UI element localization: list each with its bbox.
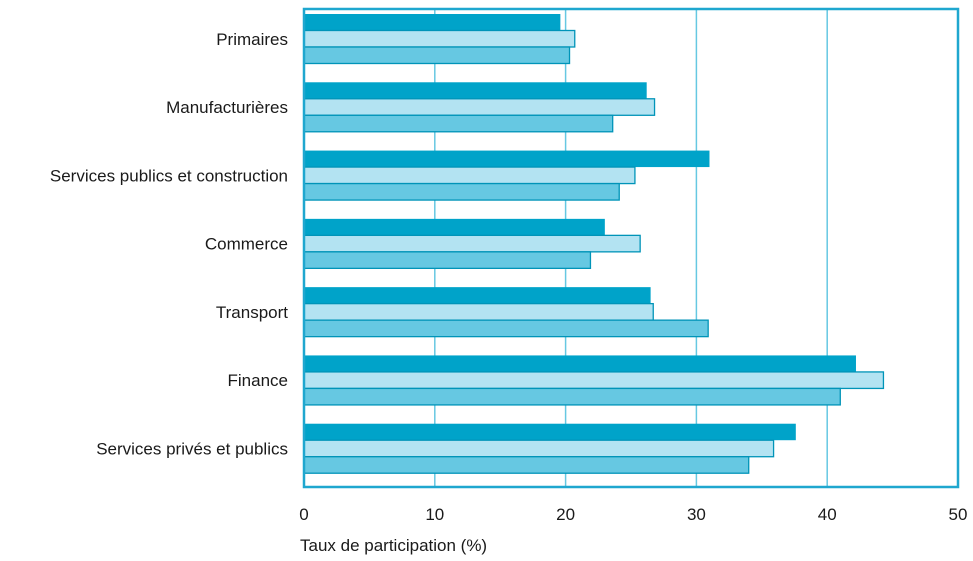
x-tick-labels: 0 10 20 30 40 50 — [299, 505, 967, 524]
bars — [303, 14, 885, 474]
bar-1-series-2 — [303, 29, 576, 48]
category-label: Transport — [216, 303, 288, 322]
category-labels: Primaires Manufacturières Services publics… — [50, 30, 288, 459]
x-tick-label: 40 — [818, 505, 837, 524]
bar-4-series-1 — [304, 218, 605, 236]
category-label: Services privés et publics — [96, 439, 288, 458]
x-tick-label: 50 — [949, 505, 968, 524]
category-label: Primaires — [216, 30, 288, 49]
category-label: Manufacturières — [166, 98, 288, 117]
bar-5-series-3 — [303, 319, 709, 338]
bar-6-series-2 — [303, 371, 885, 390]
bar-3-series-1 — [304, 150, 710, 168]
bar-6-series-3 — [303, 387, 841, 406]
x-tick-label: 0 — [299, 505, 308, 524]
bar-7-series-2 — [303, 439, 775, 458]
bar-2-series-2 — [303, 98, 656, 116]
bar-1-series-1 — [304, 14, 561, 31]
bar-3-series-2 — [303, 166, 636, 185]
x-axis-title: Taux de participation (%) — [300, 536, 487, 555]
plot-frame — [302, 7, 960, 489]
category-label: Finance — [228, 371, 288, 390]
bar-7-series-1 — [304, 423, 796, 441]
bar-1-series-3 — [303, 46, 571, 65]
category-label: Services publics et construction — [50, 166, 288, 185]
bar-5-series-1 — [304, 287, 651, 304]
category-label: Commerce — [205, 235, 288, 254]
bar-4-series-2 — [303, 234, 641, 253]
bar-6-series-1 — [304, 355, 856, 372]
bar-4-series-3 — [303, 251, 592, 270]
x-tick-label: 30 — [687, 505, 706, 524]
bar-3-series-3 — [303, 182, 620, 201]
bar-2-series-1 — [304, 82, 647, 99]
bar-5-series-2 — [303, 302, 654, 321]
bar-7-series-3 — [303, 456, 750, 474]
bar-2-series-3 — [303, 114, 614, 133]
x-tick-label: 10 — [425, 505, 444, 524]
x-tick-label: 20 — [556, 505, 575, 524]
